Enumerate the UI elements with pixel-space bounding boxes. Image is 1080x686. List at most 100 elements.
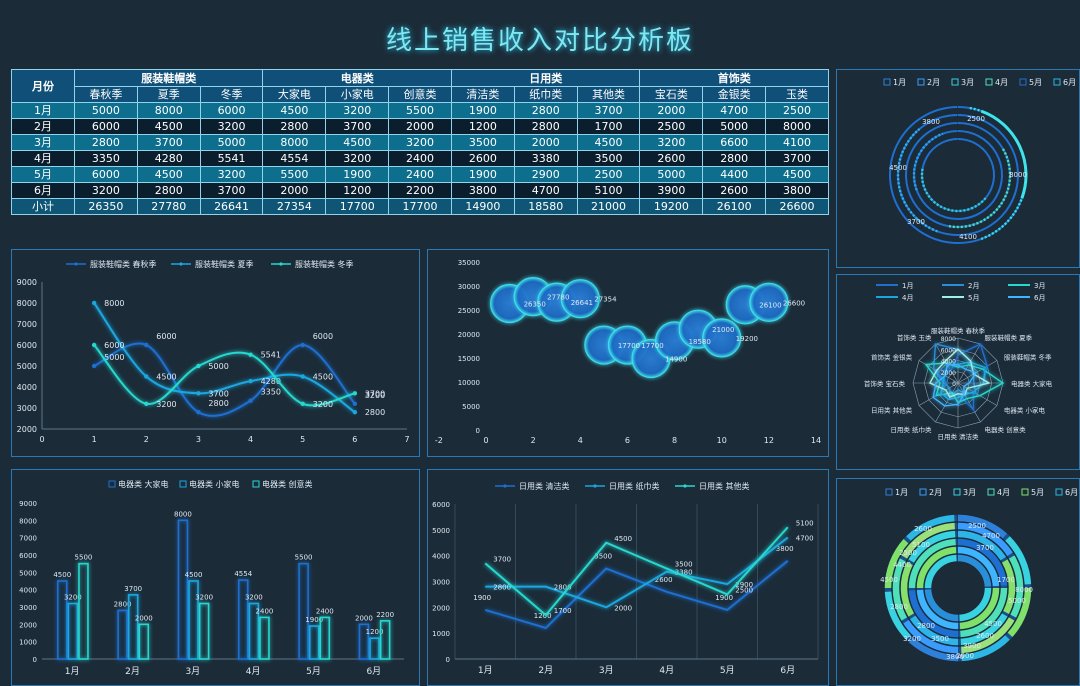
data-point — [91, 300, 97, 306]
radar-axis-label: 服装鞋帽类 冬季 — [1004, 353, 1052, 362]
column-header: 宝石类 — [639, 86, 704, 103]
y-tick-label: 3000 — [19, 604, 37, 612]
legend-label: 电器类 创意类 — [262, 479, 313, 489]
data-label: 4500 — [156, 373, 176, 382]
data-label: 1900 — [715, 594, 733, 602]
legend-swatch — [1055, 488, 1063, 496]
data-label: 1900 — [473, 594, 491, 602]
donut-segment — [957, 538, 1008, 586]
table-cell: 5000 — [74, 102, 138, 119]
table-row: 4月 3350 4280 5541 4554 3200 2400 2600 3380 3500 26… — [11, 150, 829, 167]
donut-label: 3200 — [903, 635, 921, 643]
legend-marker — [74, 262, 78, 266]
donut-label: 2500 — [967, 115, 985, 123]
table-cell: 3900 — [639, 182, 704, 199]
table-cell: 3500 — [450, 134, 515, 151]
data-label: 5541 — [261, 351, 281, 360]
bar — [259, 616, 270, 660]
x-tick-label: 6 — [352, 435, 357, 444]
radar-axis — [957, 343, 981, 384]
data-label: 5500 — [295, 554, 313, 562]
group-header: 日用类 — [450, 69, 641, 87]
y-tick-label: 7000 — [19, 535, 37, 543]
legend-label: 6月 — [1065, 488, 1078, 497]
bar — [127, 594, 139, 660]
donut-label: 3900 — [963, 642, 981, 650]
radar-series — [928, 348, 991, 399]
data-label: 4280 — [261, 377, 281, 386]
donut-label: 2500 — [968, 522, 986, 530]
donut-segment — [924, 554, 957, 589]
bar — [248, 602, 260, 660]
series-line — [93, 302, 356, 414]
data-label: 3200 — [313, 400, 333, 409]
legend-label: 电器类 大家电 — [118, 479, 169, 489]
table-cell: 2800 — [513, 102, 578, 119]
table-cell: 2800 — [513, 118, 578, 135]
x-tick-label: 5月 — [720, 665, 735, 676]
y-tick-label: 3000 — [17, 404, 37, 413]
data-point — [144, 374, 149, 379]
donut-segment — [957, 522, 1013, 557]
y-tick-label: 1000 — [19, 639, 37, 647]
donut-label: 2500 — [899, 549, 917, 557]
table-cell: 2800 — [136, 182, 201, 199]
table-cell: 17700 — [388, 198, 452, 215]
legend-swatch — [1019, 78, 1027, 86]
legend-swatch — [883, 78, 891, 86]
table-row: 2月 6000 4500 3200 2800 3700 2000 1200 2800 1700 25… — [11, 118, 829, 135]
legend-label: 2月 — [927, 78, 940, 87]
clothing-line-panel — [11, 249, 420, 457]
data-point — [248, 352, 253, 357]
donut-label: 1700 — [997, 576, 1015, 584]
donut-segment — [896, 128, 938, 233]
data-label: 17700 — [641, 342, 663, 350]
data-label: 4500 — [53, 571, 71, 579]
legend-label: 1月 — [902, 282, 913, 290]
data-point — [144, 401, 149, 406]
x-tick-label: 6月 — [780, 665, 795, 676]
donut-segment — [957, 530, 1007, 561]
data-label: 3700 — [493, 555, 511, 563]
data-label: 8000 — [104, 299, 124, 308]
donut-segment — [900, 562, 915, 617]
table-cell: 2000 — [388, 118, 452, 135]
column-header: 小家电 — [325, 86, 390, 103]
data-label: 6000 — [313, 332, 333, 341]
legend-label: 6月 — [1034, 294, 1045, 302]
radar-axis-label: 日用类 纸巾类 — [890, 425, 932, 434]
legend-label: 日用类 其他类 — [699, 481, 750, 491]
data-label: 4554 — [234, 570, 252, 578]
donut-segment — [884, 591, 911, 640]
bar — [188, 580, 199, 660]
table-cell: 1700 — [576, 118, 641, 135]
radar-axis — [957, 382, 981, 423]
radar-series — [940, 361, 986, 401]
row-label: 5月 — [11, 166, 75, 183]
donut-segment — [908, 590, 959, 638]
x-tick-label: 3月 — [185, 666, 200, 677]
x-tick-label: 3月 — [599, 665, 614, 676]
donut-segment — [912, 132, 944, 191]
donut-segment — [916, 546, 957, 589]
legend-label: 3月 — [963, 488, 976, 497]
legend-swatch — [885, 488, 893, 496]
x-tick-label: 1 — [92, 435, 97, 444]
table-cell: 2000 — [639, 102, 704, 119]
y-tick-label: 35000 — [458, 259, 480, 267]
table-cell: 4500 — [765, 166, 829, 183]
donut-segment — [920, 168, 987, 213]
x-tick-label: 5月 — [306, 666, 321, 677]
data-label: 4500 — [313, 373, 333, 382]
donut-label: 4400 — [893, 561, 911, 569]
table-cell: 2000 — [513, 134, 578, 151]
donut-segment — [909, 615, 959, 646]
legend-label: 4月 — [902, 294, 913, 302]
bar — [379, 620, 391, 660]
x-tick-label: 4 — [578, 436, 583, 445]
legend-label: 服装鞋帽类 夏季 — [195, 259, 254, 269]
group-header: 电器类 — [262, 69, 452, 87]
legend-label: 电器类 小家电 — [189, 479, 240, 489]
legend-label: 5月 — [1029, 78, 1042, 87]
legend-label: 日用类 清洁类 — [519, 481, 570, 491]
